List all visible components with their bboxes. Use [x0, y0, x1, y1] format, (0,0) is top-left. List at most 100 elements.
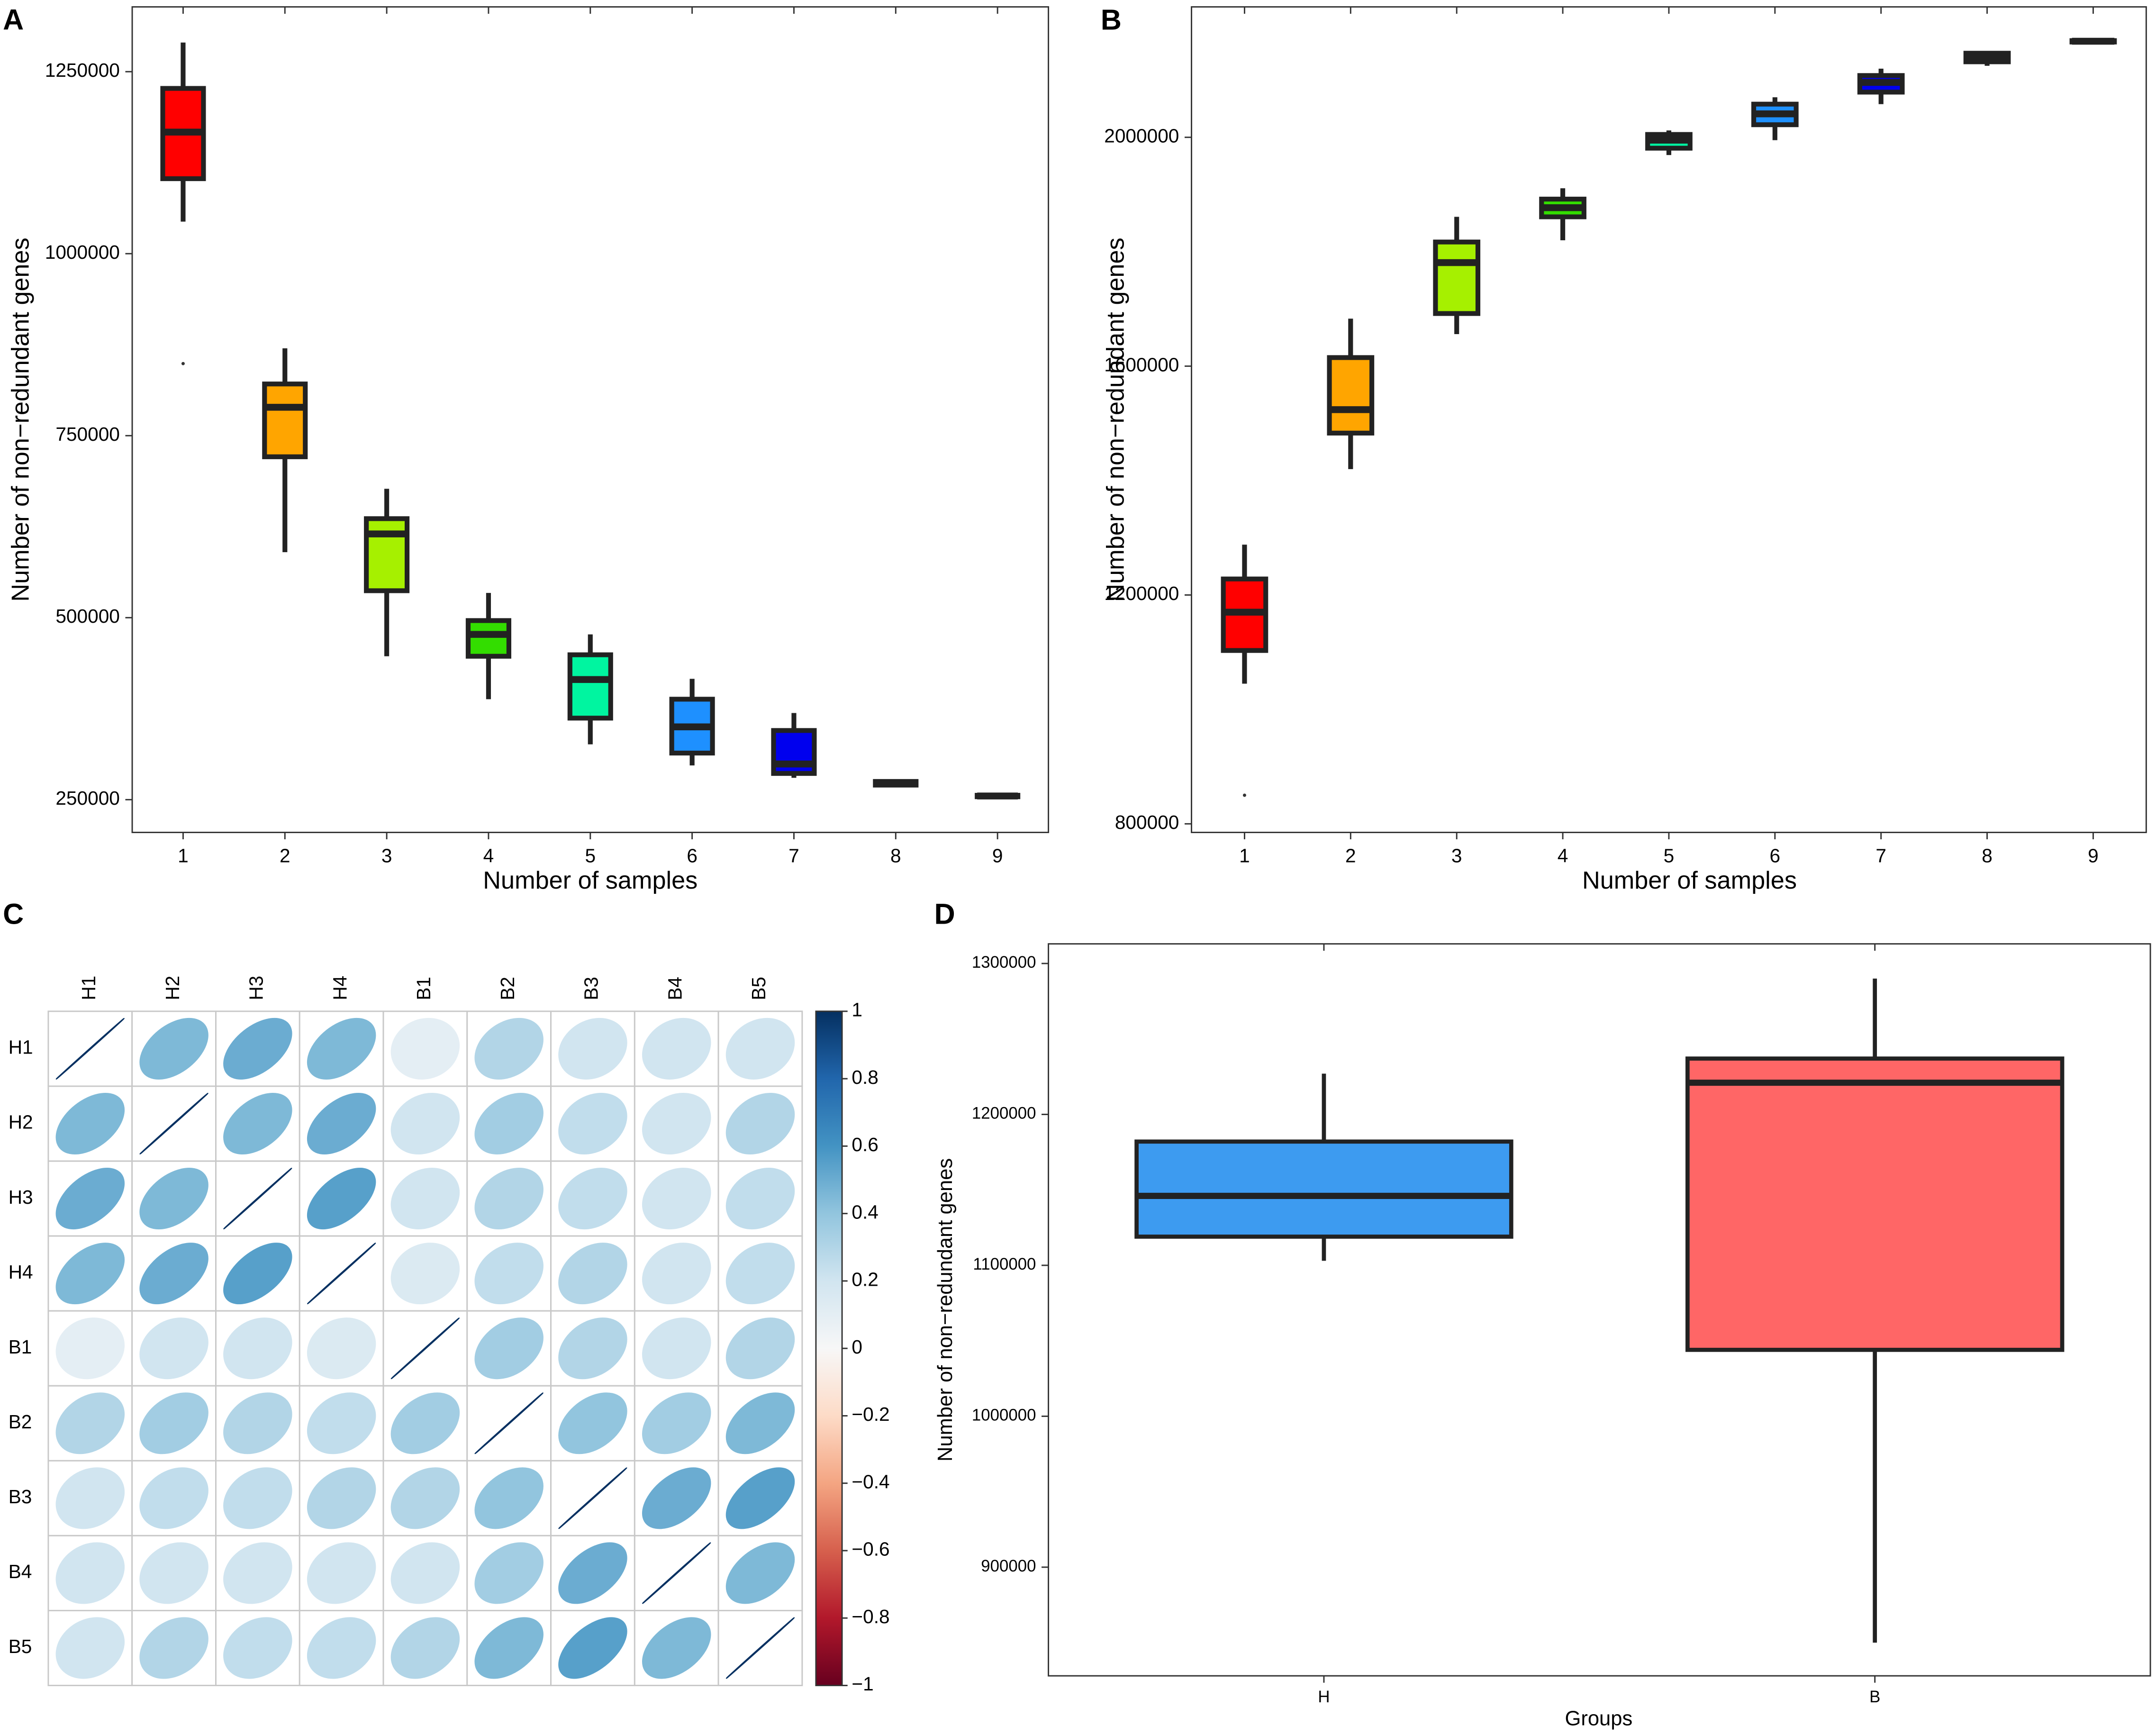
- x-tick-label: 4: [1558, 845, 1568, 866]
- corr-ellipse: [725, 1617, 795, 1679]
- corr-ellipse: [390, 1542, 460, 1604]
- y-tick-label: 1300000: [972, 953, 1036, 972]
- corr-ellipse: [474, 1017, 544, 1080]
- x-tick-label: 3: [381, 845, 392, 866]
- corr-ellipse: [55, 1168, 125, 1230]
- x-tick-label: H: [1318, 1688, 1330, 1706]
- colorbar-tick-label: 0: [852, 1336, 862, 1358]
- corr-ellipse: [390, 1168, 460, 1230]
- corr-ellipse: [725, 1092, 795, 1155]
- panel-letter: C: [3, 898, 24, 930]
- colorbar-tick-label: 0.6: [852, 1134, 878, 1155]
- corr-ellipse: [474, 1243, 544, 1305]
- corr-ellipse: [642, 1617, 711, 1679]
- x-tick-label: 7: [1875, 845, 1886, 866]
- x-tick-label: 6: [1770, 845, 1781, 866]
- y-tick-label: 250000: [55, 787, 120, 809]
- colorbar-tick-label: −0.6: [852, 1538, 889, 1560]
- corr-ellipse: [390, 1017, 460, 1080]
- y-tick-label: 1200000: [1104, 582, 1179, 604]
- corr-ellipse: [558, 1168, 627, 1230]
- corr-ellipse: [223, 1168, 292, 1230]
- corr-ellipse: [307, 1317, 376, 1380]
- corr-ellipse: [307, 1092, 376, 1155]
- x-axis-label: Number of samples: [483, 867, 698, 894]
- corr-ellipse: [307, 1168, 376, 1230]
- y-tick-label: 900000: [981, 1557, 1036, 1575]
- corr-ellipse: [390, 1467, 460, 1529]
- corr-ellipse: [558, 1317, 627, 1380]
- corr-ellipse: [223, 1542, 292, 1604]
- column-label: B5: [748, 977, 770, 1000]
- corr-ellipse: [307, 1542, 376, 1604]
- corr-ellipse: [725, 1542, 795, 1604]
- x-tick-label: 6: [687, 845, 698, 866]
- corr-ellipse: [55, 1017, 125, 1080]
- row-label: B2: [9, 1411, 32, 1433]
- box: [1685, 1056, 2065, 1352]
- row-label: H4: [9, 1261, 33, 1283]
- column-label: B4: [664, 977, 686, 1000]
- column-label: B1: [413, 977, 435, 1000]
- row-label: H2: [9, 1111, 33, 1133]
- corr-ellipse: [558, 1243, 627, 1305]
- colorbar: [815, 1010, 843, 1686]
- corr-ellipse: [55, 1092, 125, 1155]
- row-label: H1: [9, 1036, 33, 1058]
- corr-ellipse: [474, 1392, 544, 1454]
- x-tick-label: 8: [1982, 845, 1993, 866]
- x-tick-label: 5: [1664, 845, 1675, 866]
- row-label: B5: [9, 1635, 32, 1657]
- y-tick-label: 800000: [1115, 811, 1179, 833]
- x-tick-label: 4: [483, 845, 494, 866]
- corr-ellipse: [223, 1243, 292, 1305]
- plot-frame: [1048, 943, 2151, 1677]
- x-tick-label: 7: [788, 845, 799, 866]
- x-tick-label: B: [1869, 1688, 1880, 1706]
- corr-ellipse: [139, 1542, 208, 1604]
- x-tick-label: 9: [2088, 845, 2099, 866]
- corr-ellipse: [390, 1392, 460, 1454]
- corr-ellipse: [725, 1467, 795, 1529]
- corr-ellipse: [725, 1243, 795, 1305]
- corr-ellipse: [725, 1017, 795, 1080]
- box: [1433, 239, 1481, 316]
- colorbar-tick-label: −0.8: [852, 1606, 889, 1627]
- corr-ellipse: [390, 1243, 460, 1305]
- corr-ellipse: [139, 1617, 208, 1679]
- panel-letter: A: [3, 4, 24, 36]
- colorbar-tick-label: −0.4: [852, 1471, 889, 1492]
- x-tick-label: 2: [1345, 845, 1356, 866]
- row-label: B1: [9, 1336, 32, 1358]
- y-axis-label: Number of non−redundant genes: [934, 1158, 957, 1462]
- corr-ellipse: [558, 1617, 627, 1679]
- y-tick-label: 1100000: [973, 1255, 1036, 1273]
- corr-ellipse: [223, 1017, 292, 1080]
- corr-ellipse: [474, 1617, 544, 1679]
- box: [1134, 1139, 1513, 1239]
- x-tick-label: 8: [890, 845, 901, 866]
- corr-ellipse: [55, 1243, 125, 1305]
- box: [465, 618, 512, 659]
- corr-ellipse: [474, 1168, 544, 1230]
- corr-ellipse: [390, 1617, 460, 1679]
- colorbar-tick-label: 0.2: [852, 1269, 878, 1290]
- corr-ellipse: [642, 1317, 711, 1380]
- corr-ellipse: [725, 1392, 795, 1454]
- corr-ellipse: [307, 1017, 376, 1080]
- box: [567, 652, 613, 721]
- corr-ellipse: [139, 1092, 208, 1155]
- row-label: H3: [9, 1186, 33, 1208]
- corr-ellipse: [558, 1467, 627, 1529]
- corr-ellipse: [642, 1168, 711, 1230]
- panel-letter: D: [934, 898, 955, 930]
- corr-ellipse: [307, 1467, 376, 1529]
- outlier: [1242, 793, 1246, 797]
- corr-ellipse: [55, 1467, 125, 1529]
- row-label: B3: [9, 1486, 32, 1508]
- corr-ellipse: [725, 1317, 795, 1380]
- corr-ellipse: [139, 1243, 208, 1305]
- box: [364, 516, 410, 593]
- corr-ellipse: [558, 1542, 627, 1604]
